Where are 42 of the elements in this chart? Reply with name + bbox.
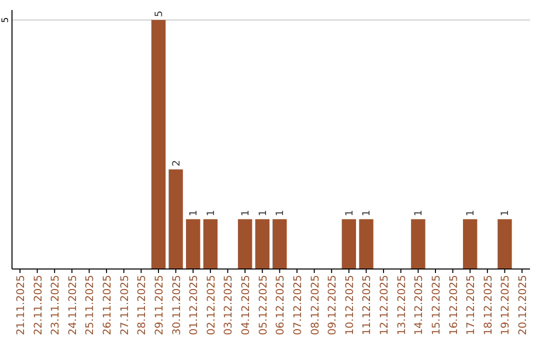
data-label: 1 [258,210,269,216]
x-tick-label: 29.11.2025 [153,275,166,336]
data-label: 1 [188,210,200,216]
x-tick-label: 08.12.2025 [309,275,322,336]
x-tick-label: 17.12.2025 [465,275,478,336]
x-tick-label: 28.11.2025 [136,275,148,336]
x-tick-label: 04.12.2025 [240,275,252,336]
data-label: 1 [275,210,286,216]
x-tick-label: 06.12.2025 [274,275,287,336]
data-label: 1 [500,210,512,216]
x-tick-label: 11.12.2025 [361,275,374,336]
x-tick-label: 25.11.2025 [84,275,96,336]
x-tick-label: 03.12.2025 [222,275,235,336]
x-tick-label: 01.12.2025 [188,275,200,336]
x-tick-label: 15.12.2025 [430,275,442,336]
data-label: 1 [414,210,425,216]
x-tick-label: 05.12.2025 [257,275,270,336]
data-label: 1 [206,210,217,216]
x-tick-label: 30.11.2025 [170,275,183,336]
x-tick-label: 16.12.2025 [448,275,460,336]
x-tick-label: 19.12.2025 [500,275,512,336]
x-tick-label: 13.12.2025 [396,275,408,336]
data-label: 1 [362,210,373,216]
x-tick-label: 20.12.2025 [517,275,530,336]
x-tick-label: 26.11.2025 [102,275,114,336]
x-tick-label: 22.11.2025 [32,275,44,336]
x-tick-label: 27.11.2025 [118,275,131,336]
x-tick-label: 07.12.2025 [292,275,304,336]
x-tick-label: 02.12.2025 [205,275,218,336]
data-label: 1 [240,210,252,216]
data-label: 1 [344,210,356,216]
x-tick-label: 23.11.2025 [50,275,62,336]
x-tick-label: 18.12.2025 [482,275,494,336]
x-tick-label: 12.12.2025 [378,275,391,336]
x-tick-label: 14.12.2025 [413,275,426,336]
data-label: 5 [154,10,165,17]
data-label: 2 [171,160,182,166]
data-label: 1 [466,210,477,216]
x-tick-label: 10.12.2025 [344,275,356,336]
x-tick-label: 21.11.2025 [14,275,27,336]
x-tick-label: 24.11.2025 [66,275,79,336]
x-tick-label: 09.12.2025 [326,275,339,336]
